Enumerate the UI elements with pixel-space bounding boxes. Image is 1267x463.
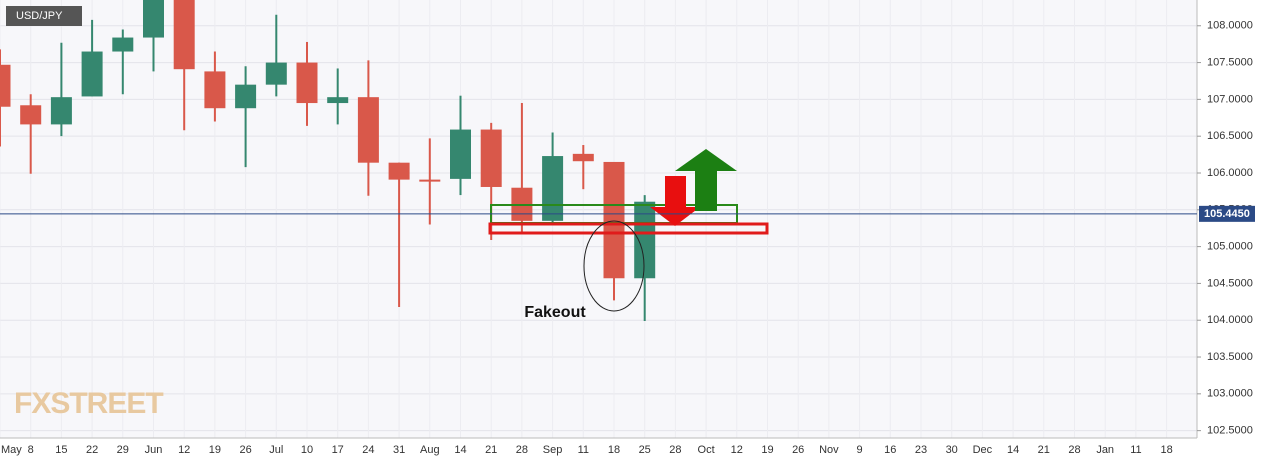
x-tick-label: 19	[209, 444, 221, 456]
x-tick-label: 12	[178, 444, 190, 456]
y-tick-label: 102.5000	[1207, 425, 1253, 437]
candle-body	[173, 0, 195, 70]
x-tick-label: 14	[454, 444, 466, 456]
plot-area	[0, 0, 1197, 438]
y-tick-label: 107.5000	[1207, 56, 1253, 68]
x-tick-label: Dec	[973, 444, 993, 456]
y-tick-label: 104.5000	[1207, 277, 1253, 289]
candle-body	[480, 129, 502, 187]
y-tick-label: 107.0000	[1207, 93, 1253, 105]
x-tick-label: 9	[857, 444, 863, 456]
candle-body	[143, 0, 164, 38]
x-tick-label: 26	[239, 444, 251, 456]
x-tick-label: 26	[792, 444, 804, 456]
x-tick-label: Sep	[543, 444, 563, 456]
x-tick-label: May	[1, 444, 22, 456]
x-tick-label: 12	[731, 444, 743, 456]
x-tick-label: 11	[1130, 444, 1141, 456]
x-tick-label: 11	[578, 444, 589, 456]
candle-body	[419, 179, 441, 182]
symbol: USD/JPY	[16, 10, 63, 22]
candle-body	[50, 97, 72, 125]
candle-body	[204, 71, 226, 109]
x-tick-label: Jan	[1096, 444, 1114, 456]
x-tick-label: 18	[608, 444, 620, 456]
candle-body	[20, 105, 42, 125]
candle-body	[265, 62, 287, 85]
y-tick-label: 106.0000	[1207, 167, 1253, 179]
symbol-box	[6, 6, 82, 26]
y-tick-label: 104.0000	[1207, 314, 1253, 326]
x-tick-label: 21	[485, 444, 497, 456]
up-arrow	[675, 149, 737, 211]
x-tick-label: 30	[946, 444, 958, 456]
x-tick-label: 31	[393, 444, 405, 456]
candle-body	[572, 153, 594, 162]
x-tick-label: 15	[55, 444, 67, 456]
x-tick-label: 24	[362, 444, 374, 456]
candles	[0, 0, 656, 321]
x-tick-label: 28	[1068, 444, 1080, 456]
x-tick-label: Aug	[420, 444, 440, 456]
current-price-label: 105.4450	[1204, 208, 1250, 220]
x-tick-label: 16	[884, 444, 896, 456]
grid	[0, 0, 1197, 438]
fakeout-ellipse	[583, 220, 645, 312]
x-tick-label: 10	[301, 444, 313, 456]
x-tick-label: 28	[516, 444, 528, 456]
x-tick-label: 14	[1007, 444, 1019, 456]
fakeout-box	[488, 222, 769, 235]
x-tick-label: Jun	[145, 444, 163, 456]
candle-body	[603, 161, 625, 279]
x-tick-label: Oct	[698, 444, 715, 456]
x-tick-label: 8	[28, 444, 34, 456]
candle-body	[388, 162, 410, 180]
candle-body	[235, 84, 257, 109]
candle-body	[81, 51, 103, 97]
candle-body	[542, 156, 564, 221]
y-tick-label: 103.5000	[1207, 351, 1253, 363]
y-tick-label: 106.5000	[1207, 130, 1253, 142]
x-tick-label: 19	[761, 444, 773, 456]
candle-body	[0, 64, 11, 107]
x-tick-label: 28	[669, 444, 681, 456]
x-tick-label: Jul	[269, 444, 283, 456]
x-tick-label: 25	[639, 444, 651, 456]
candle-body	[112, 37, 134, 52]
x-tick-label: 23	[915, 444, 927, 456]
y-tick-label: 108.0000	[1207, 20, 1253, 32]
x-tick-label: 29	[117, 444, 129, 456]
y-tick-label: 105.0000	[1207, 241, 1253, 253]
y-tick-label: 103.0000	[1207, 388, 1253, 400]
candle-body	[357, 97, 379, 163]
x-tick-label: 22	[86, 444, 98, 456]
x-tick-label: 18	[1160, 444, 1172, 456]
watermark: FXSTREET	[14, 387, 163, 420]
x-tick-label: 17	[332, 444, 344, 456]
candle-body	[634, 201, 656, 279]
annotation: Fakeout	[524, 304, 586, 321]
current-price-tag	[1199, 205, 1255, 222]
candle-body	[327, 97, 349, 104]
x-tick-label: 21	[1038, 444, 1050, 456]
candle-body	[296, 62, 318, 104]
x-tick-label: Nov	[819, 444, 839, 456]
candle-body	[450, 129, 471, 179]
